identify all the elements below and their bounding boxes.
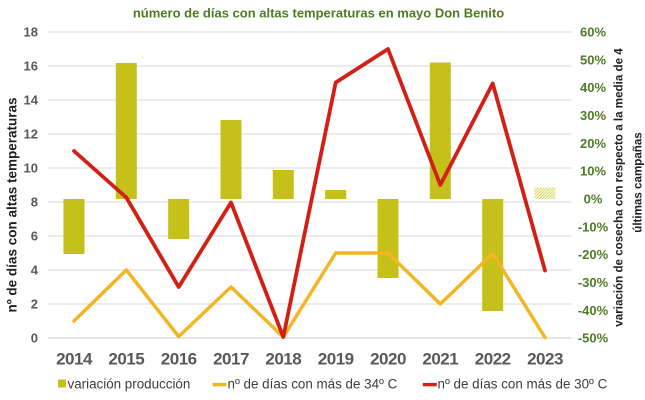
svg-text:número de días con altas tempe: número de días con altas temperaturas en… bbox=[133, 6, 504, 21]
svg-text:variación de cosecha con respe: variación de cosecha con respecto a la m… bbox=[613, 48, 626, 327]
svg-text:2019: 2019 bbox=[318, 350, 354, 369]
svg-text:2023: 2023 bbox=[527, 350, 563, 369]
svg-text:-40%: -40% bbox=[578, 303, 609, 318]
svg-text:2022: 2022 bbox=[475, 350, 511, 369]
svg-text:-10%: -10% bbox=[578, 219, 609, 234]
svg-text:-20%: -20% bbox=[578, 247, 609, 262]
svg-text:14: 14 bbox=[24, 93, 39, 108]
svg-text:2020: 2020 bbox=[370, 350, 406, 369]
svg-text:20%: 20% bbox=[580, 136, 606, 151]
svg-text:10%: 10% bbox=[580, 164, 606, 179]
svg-text:12: 12 bbox=[24, 127, 38, 142]
svg-text:0: 0 bbox=[31, 331, 38, 346]
svg-text:0%: 0% bbox=[584, 192, 603, 207]
svg-text:nº de días con altas temperatu: nº de días con altas temperaturas bbox=[5, 97, 20, 312]
svg-text:50%: 50% bbox=[580, 52, 606, 67]
svg-text:18: 18 bbox=[24, 25, 38, 40]
svg-text:4: 4 bbox=[31, 263, 39, 278]
svg-text:2015: 2015 bbox=[108, 350, 144, 369]
svg-text:10: 10 bbox=[24, 161, 38, 176]
svg-text:2014: 2014 bbox=[56, 350, 93, 369]
svg-text:2016: 2016 bbox=[161, 350, 197, 369]
svg-text:últimas campañas: últimas campañas bbox=[632, 132, 645, 233]
svg-text:nº de días con más de 30º C: nº de días con más de 30º C bbox=[438, 377, 608, 392]
svg-text:2021: 2021 bbox=[422, 350, 458, 369]
svg-text:-50%: -50% bbox=[578, 331, 609, 346]
svg-text:2: 2 bbox=[31, 297, 38, 312]
svg-text:variación producción: variación producción bbox=[68, 377, 191, 392]
svg-text:2018: 2018 bbox=[265, 350, 301, 369]
svg-text:nº de días con más de 34º C: nº de días con más de 34º C bbox=[228, 377, 398, 392]
svg-text:40%: 40% bbox=[580, 80, 606, 95]
svg-text:6: 6 bbox=[31, 229, 38, 244]
svg-text:8: 8 bbox=[31, 195, 38, 210]
svg-text:60%: 60% bbox=[580, 25, 606, 40]
svg-text:16: 16 bbox=[24, 59, 38, 74]
svg-text:2017: 2017 bbox=[213, 350, 249, 369]
svg-text:-30%: -30% bbox=[578, 275, 609, 290]
svg-text:30%: 30% bbox=[580, 108, 606, 123]
